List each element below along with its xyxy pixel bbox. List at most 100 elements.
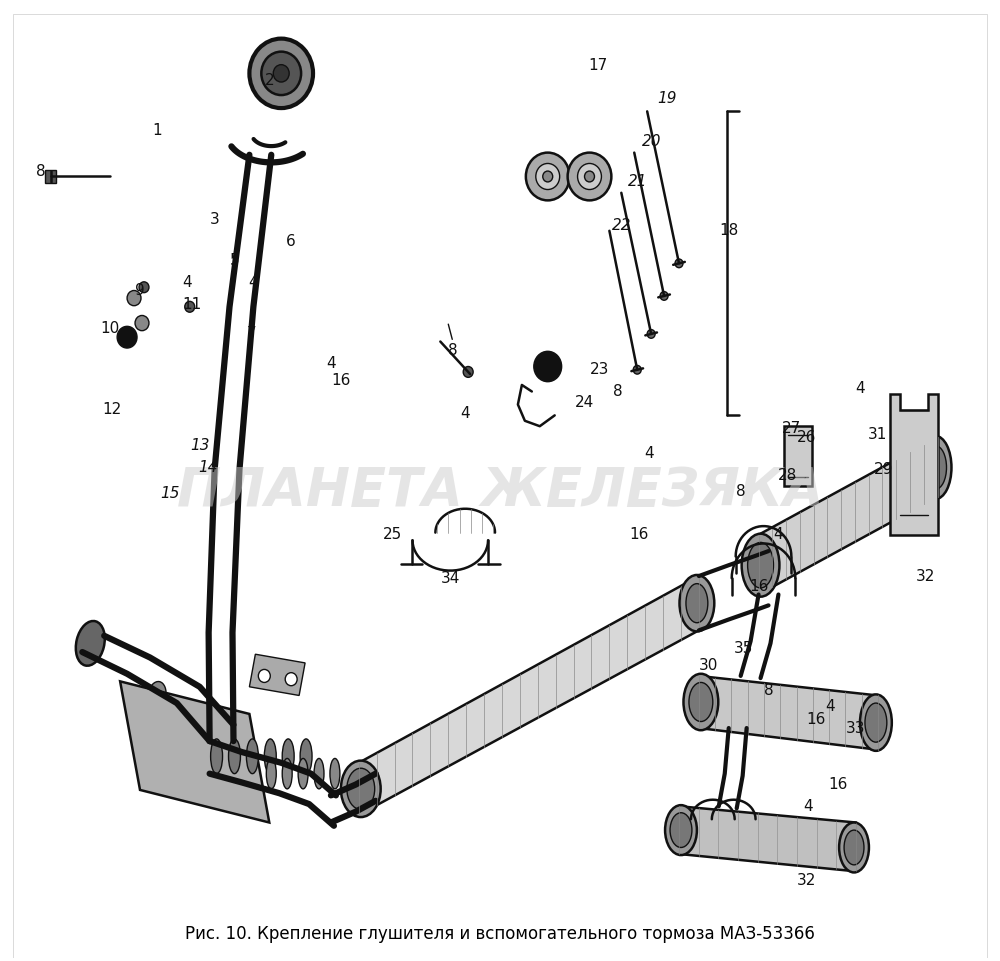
Ellipse shape xyxy=(920,436,951,499)
Text: 4: 4 xyxy=(825,699,835,714)
Text: 35: 35 xyxy=(734,641,753,656)
Circle shape xyxy=(526,153,570,201)
Ellipse shape xyxy=(665,805,697,855)
Text: 2: 2 xyxy=(264,73,274,88)
Text: 21: 21 xyxy=(627,175,647,189)
Text: Рис. 10. Крепление глушителя и вспомогательного тормоза МАЗ-53366: Рис. 10. Крепление глушителя и вспомогат… xyxy=(185,925,815,944)
Text: 4: 4 xyxy=(249,276,258,290)
Circle shape xyxy=(135,315,149,331)
Polygon shape xyxy=(679,806,856,872)
Text: 22: 22 xyxy=(612,218,631,233)
Ellipse shape xyxy=(865,703,887,742)
Text: 32: 32 xyxy=(916,569,935,583)
Text: 4: 4 xyxy=(182,276,192,290)
Text: 17: 17 xyxy=(588,59,607,73)
Text: 31: 31 xyxy=(868,428,888,442)
Text: 24: 24 xyxy=(575,395,594,409)
Polygon shape xyxy=(890,394,938,534)
Text: 9: 9 xyxy=(135,283,145,298)
Text: 30: 30 xyxy=(699,657,719,673)
Text: 8: 8 xyxy=(613,384,622,399)
Text: 8: 8 xyxy=(36,163,45,179)
Circle shape xyxy=(127,290,141,306)
Ellipse shape xyxy=(282,739,294,774)
Ellipse shape xyxy=(341,760,381,817)
Ellipse shape xyxy=(347,768,375,809)
Text: 10: 10 xyxy=(101,321,120,336)
Ellipse shape xyxy=(839,823,869,873)
Ellipse shape xyxy=(686,583,708,623)
Circle shape xyxy=(249,38,313,108)
Text: 25: 25 xyxy=(383,528,402,542)
Polygon shape xyxy=(359,576,699,815)
Polygon shape xyxy=(699,676,878,750)
Circle shape xyxy=(258,670,270,682)
Text: 5: 5 xyxy=(230,253,239,267)
Polygon shape xyxy=(120,681,269,823)
Ellipse shape xyxy=(300,739,312,774)
Polygon shape xyxy=(249,654,305,696)
Text: 6: 6 xyxy=(286,234,296,249)
Circle shape xyxy=(534,352,562,382)
Text: 3: 3 xyxy=(210,212,219,228)
Circle shape xyxy=(285,673,297,686)
Text: 13: 13 xyxy=(190,438,209,454)
Text: 4: 4 xyxy=(326,356,336,371)
Text: 19: 19 xyxy=(657,91,677,106)
Circle shape xyxy=(273,64,289,82)
Text: 12: 12 xyxy=(103,403,122,417)
Ellipse shape xyxy=(282,758,292,789)
Text: 4: 4 xyxy=(774,528,783,542)
Ellipse shape xyxy=(748,542,773,588)
Ellipse shape xyxy=(679,575,714,631)
Text: 18: 18 xyxy=(719,223,738,238)
Ellipse shape xyxy=(742,533,779,597)
Circle shape xyxy=(536,163,560,189)
Circle shape xyxy=(463,366,473,378)
Circle shape xyxy=(675,259,683,268)
Text: 33: 33 xyxy=(846,721,866,735)
Circle shape xyxy=(647,330,655,338)
Circle shape xyxy=(585,171,594,182)
Text: 28: 28 xyxy=(778,468,797,482)
Text: 8: 8 xyxy=(736,483,745,499)
Circle shape xyxy=(117,327,137,348)
Circle shape xyxy=(185,302,195,312)
Text: 20: 20 xyxy=(642,135,662,149)
Text: 16: 16 xyxy=(331,373,351,388)
Ellipse shape xyxy=(148,681,166,709)
Ellipse shape xyxy=(844,830,864,865)
Text: ПЛАНЕТА ЖЕЛЕЗЯКА: ПЛАНЕТА ЖЕЛЕЗЯКА xyxy=(177,465,823,517)
Text: 16: 16 xyxy=(630,528,649,542)
Circle shape xyxy=(568,153,611,201)
Circle shape xyxy=(578,163,601,189)
Text: 29: 29 xyxy=(874,462,894,478)
Text: 4: 4 xyxy=(460,406,470,421)
Circle shape xyxy=(261,52,301,95)
Circle shape xyxy=(139,282,149,293)
Ellipse shape xyxy=(266,758,276,789)
Text: 1: 1 xyxy=(152,123,162,138)
Ellipse shape xyxy=(925,446,947,489)
Ellipse shape xyxy=(314,758,324,789)
Text: 34: 34 xyxy=(441,571,460,585)
Text: 4: 4 xyxy=(855,381,865,396)
Text: 27: 27 xyxy=(782,421,801,436)
Text: 4: 4 xyxy=(644,446,654,461)
Text: 16: 16 xyxy=(749,579,768,595)
Ellipse shape xyxy=(298,758,308,789)
Circle shape xyxy=(660,291,668,300)
Bar xyxy=(45,170,56,183)
Text: 14: 14 xyxy=(198,460,217,475)
Ellipse shape xyxy=(229,739,240,774)
Bar xyxy=(784,427,812,486)
Ellipse shape xyxy=(683,674,718,730)
Ellipse shape xyxy=(330,758,340,789)
Text: 16: 16 xyxy=(828,777,848,792)
Text: 15: 15 xyxy=(160,486,180,501)
Ellipse shape xyxy=(211,739,223,774)
Text: 8: 8 xyxy=(764,682,773,698)
Text: 4: 4 xyxy=(803,799,813,814)
Ellipse shape xyxy=(670,813,692,848)
Text: 26: 26 xyxy=(797,430,816,445)
